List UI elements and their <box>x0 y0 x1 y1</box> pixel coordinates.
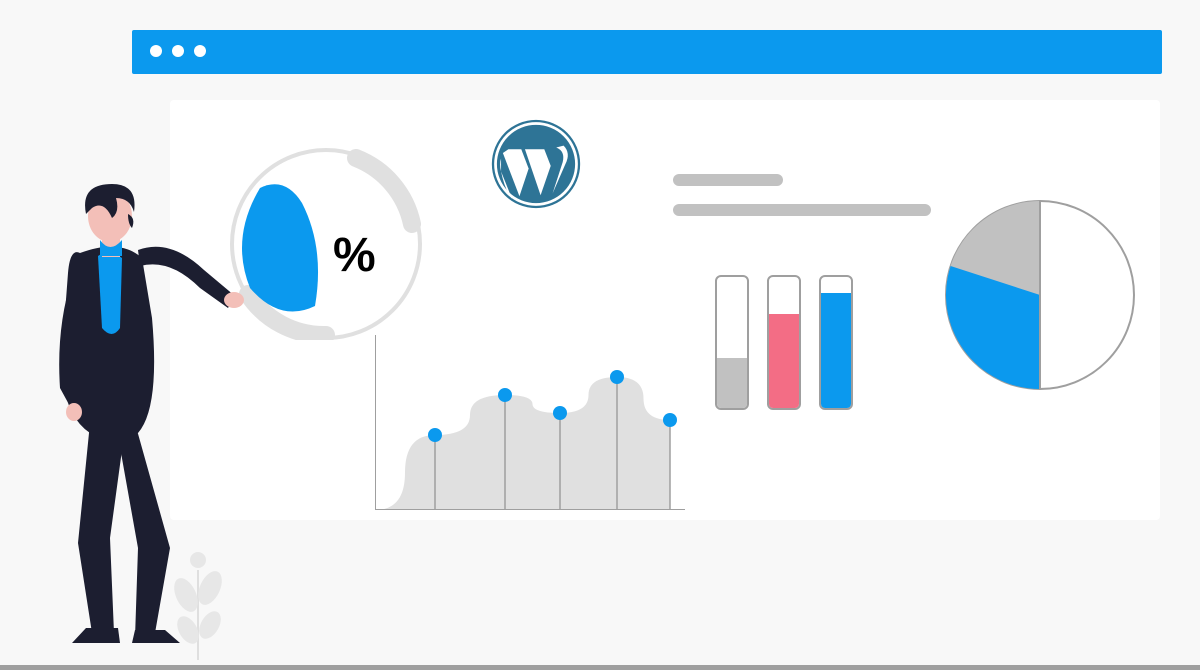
window-dot <box>194 45 206 57</box>
bar-fill <box>769 314 799 408</box>
browser-title-bar <box>132 30 1162 74</box>
bar-fill <box>821 293 851 408</box>
window-dot <box>172 45 184 57</box>
text-placeholder-lines <box>673 174 931 234</box>
area-chart <box>375 335 685 510</box>
bar-slot <box>767 275 801 410</box>
wordpress-logo-icon <box>490 118 582 215</box>
bar-fill <box>717 358 747 408</box>
pie-chart <box>945 200 1135 395</box>
donut-chart <box>230 148 425 343</box>
window-controls <box>150 45 206 57</box>
ground-line <box>0 665 1200 670</box>
bar-slot <box>715 275 749 410</box>
donut-percent-label: % <box>333 228 376 283</box>
plant-decoration-icon <box>158 540 238 665</box>
bar-slot <box>819 275 853 410</box>
window-dot <box>150 45 162 57</box>
bar-chart <box>715 275 853 410</box>
